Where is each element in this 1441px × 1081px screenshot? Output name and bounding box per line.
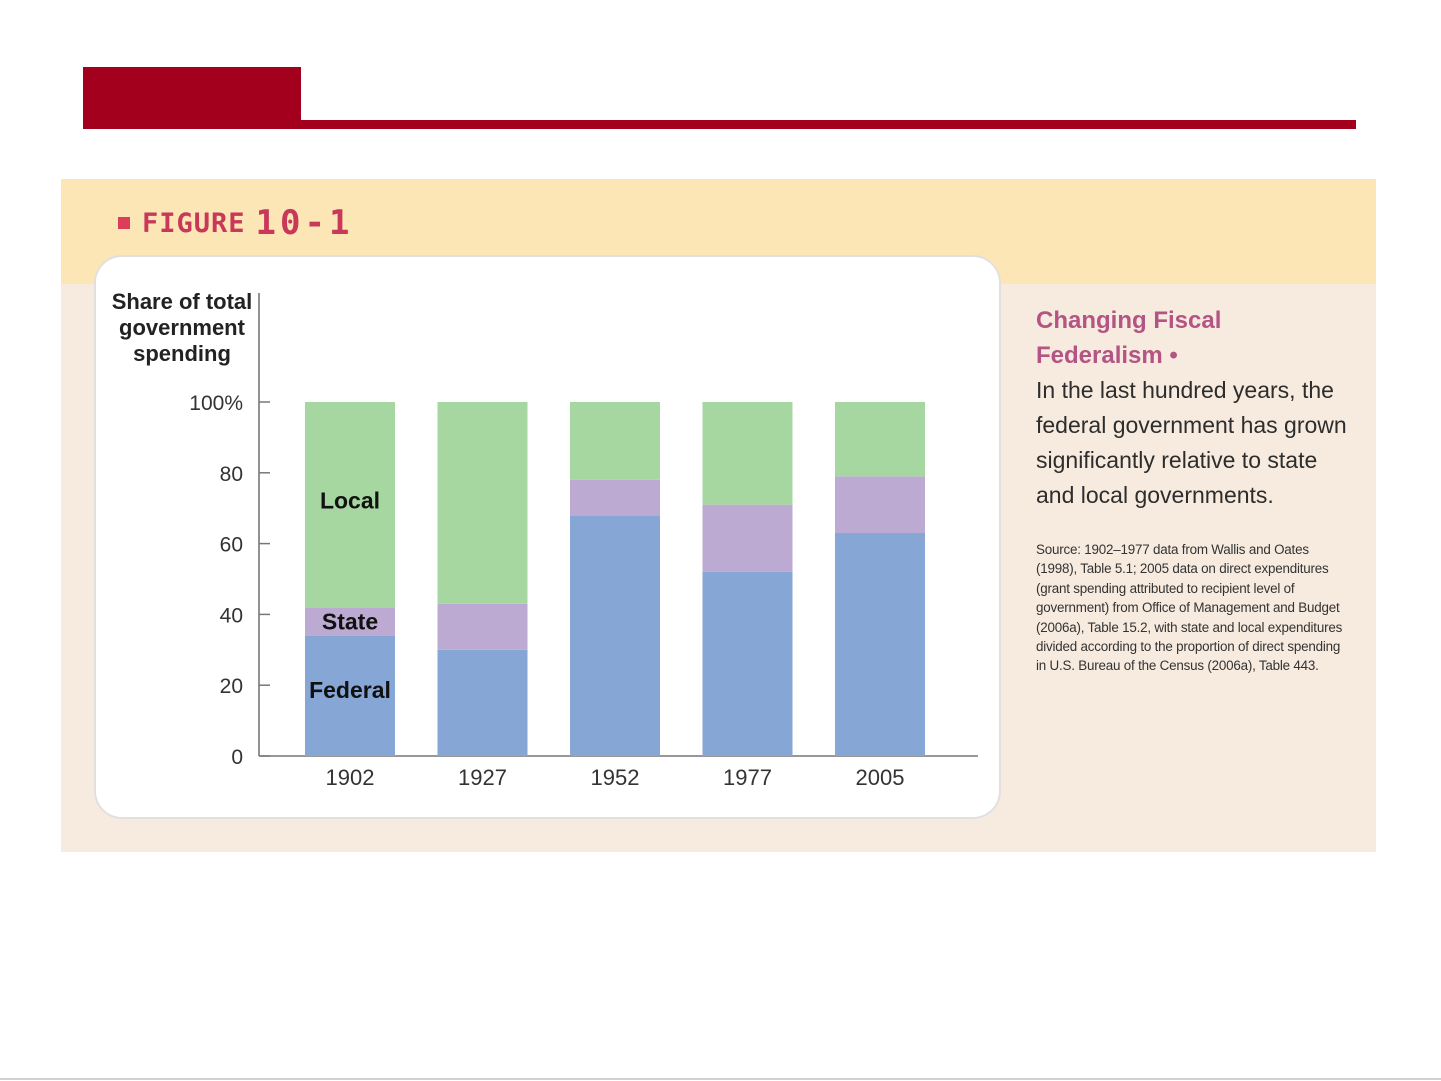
bar-state-2005 (835, 476, 925, 533)
y-axis-tick-label: 0 (231, 746, 243, 769)
y-axis-tick-label: 80 (220, 463, 243, 486)
figure-bullet-icon (118, 217, 130, 229)
figure-label: FIGURE (142, 207, 246, 239)
x-axis-category-label: 1977 (723, 765, 772, 790)
caption-text: In the last hundred years, the federal g… (1036, 377, 1347, 508)
bar-local-2005 (835, 402, 925, 477)
bar-local-1977 (702, 402, 793, 505)
figure-panel: FIGURE 10-1 Share of total government spen… (61, 179, 1376, 852)
bar-local-1952 (570, 402, 660, 480)
source-note: Source: 1902–1977 data from Wallis and O… (1036, 542, 1343, 674)
segment-label-state: State (322, 608, 378, 634)
bar-federal-2005 (835, 532, 925, 756)
bar-local-1927 (437, 402, 528, 604)
figure-caption: Changing Fiscal Federalism • In the last… (1036, 303, 1351, 676)
y-axis-tick-label: 20 (220, 675, 243, 698)
segment-label-federal: Federal (309, 677, 391, 703)
x-axis-category-label: 2005 (856, 765, 905, 790)
bar-local-1902 (305, 402, 395, 608)
y-axis-title-line: Share of total (112, 289, 253, 314)
bar-state-1952 (570, 479, 660, 516)
chart-card: Share of total government spending 100% 80 60… (94, 255, 1001, 819)
bottom-divider (0, 1078, 1441, 1080)
bar-federal-1952 (570, 515, 660, 756)
y-axis-title-line: spending (133, 341, 231, 366)
y-axis-title-line: government (119, 315, 246, 340)
bar-federal-1927 (437, 649, 528, 756)
x-axis-category-label: 1952 (591, 765, 640, 790)
segment-label-local: Local (320, 488, 380, 514)
bar-state-1927 (437, 603, 528, 650)
figure-number: 10-1 (255, 203, 354, 243)
x-axis-category-label: 1902 (326, 765, 375, 790)
bar-federal-1902 (305, 635, 395, 756)
y-axis-tick-label: 40 (220, 604, 243, 627)
bar-state-1977 (702, 504, 793, 572)
x-axis-category-label: 1927 (458, 765, 507, 790)
header-accent-block (83, 67, 301, 129)
bar-federal-1977 (702, 571, 793, 756)
caption-title: Changing Fiscal Federalism • (1036, 307, 1222, 369)
bar-state-1902 (305, 607, 395, 636)
header-accent-line (83, 120, 1356, 129)
y-axis-tick-label: 100% (189, 392, 243, 415)
figure-title: FIGURE 10-1 (118, 203, 353, 243)
y-axis-tick-label: 60 (220, 534, 243, 557)
